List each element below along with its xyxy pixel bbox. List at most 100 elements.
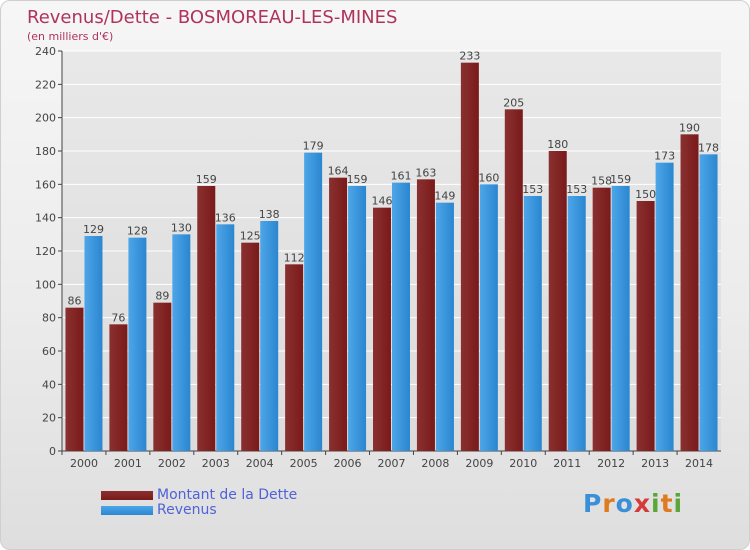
data-label-dette: 158	[591, 175, 612, 188]
legend-swatch-revenus	[101, 506, 153, 515]
bar-dette	[153, 302, 172, 451]
bar-revenus	[392, 182, 410, 451]
y-tick-label: 60	[42, 345, 56, 358]
data-label-dette: 89	[155, 290, 169, 303]
x-tick-label: 2007	[378, 457, 406, 470]
data-label-revenus: 129	[83, 223, 104, 236]
data-label-dette: 164	[328, 165, 349, 178]
logo-letter: x	[633, 489, 651, 518]
legend-label-revenus: Revenus	[157, 502, 217, 518]
logo-letter: r	[602, 489, 616, 518]
x-tick-label: 2010	[509, 457, 537, 470]
y-tick-label: 240	[35, 45, 56, 58]
data-label-revenus: 159	[347, 173, 368, 186]
y-tick-label: 220	[35, 78, 56, 91]
x-tick-label: 2009	[465, 457, 493, 470]
logo-letter: t	[660, 489, 674, 518]
bar-dette	[65, 307, 84, 451]
data-label-dette: 112	[284, 251, 305, 264]
data-label-revenus: 153	[566, 183, 587, 196]
y-tick-label: 180	[35, 145, 56, 158]
data-label-dette: 76	[111, 311, 125, 324]
bar-dette	[241, 242, 260, 451]
data-label-dette: 125	[240, 230, 261, 243]
bar-revenus	[611, 186, 630, 451]
x-tick-label: 2012	[597, 457, 625, 470]
logo-letter: P	[583, 489, 603, 518]
bar-revenus	[216, 224, 235, 451]
y-tick-label: 40	[42, 378, 56, 391]
data-label-dette: 150	[635, 188, 656, 201]
x-tick-label: 2005	[290, 457, 318, 470]
data-label-dette: 180	[547, 138, 568, 151]
bar-revenus	[479, 184, 498, 452]
x-tick-label: 2004	[246, 457, 274, 470]
bar-dette	[460, 62, 479, 452]
bar-revenus	[128, 237, 147, 451]
bar-revenus	[567, 196, 586, 451]
bar-dette	[109, 324, 128, 451]
y-tick-label: 0	[49, 445, 56, 458]
x-tick-label: 2002	[158, 457, 186, 470]
x-tick-label: 2014	[685, 457, 713, 470]
x-tick-label: 2000	[70, 457, 98, 470]
logo-letter: i	[651, 489, 661, 518]
data-label-revenus: 130	[171, 221, 192, 234]
chart-subtitle: (en milliers d'€)	[27, 30, 114, 43]
bar-dette	[548, 151, 567, 451]
data-label-revenus: 161	[391, 170, 412, 183]
bar-dette	[680, 134, 699, 452]
bar-dette	[373, 207, 391, 451]
data-label-dette: 86	[67, 295, 81, 308]
legend-swatch-dette	[101, 491, 153, 500]
x-tick-label: 2006	[334, 457, 362, 470]
data-label-revenus: 179	[303, 140, 324, 153]
bar-revenus	[172, 234, 191, 451]
data-label-revenus: 153	[522, 183, 543, 196]
data-label-revenus: 160	[478, 171, 499, 184]
chart-title: Revenus/Dette - BOSMOREAU-LES-MINES	[27, 7, 398, 28]
data-label-revenus: 138	[259, 208, 280, 221]
data-label-revenus: 149	[434, 190, 455, 203]
logo-letter: i	[673, 489, 684, 518]
logo-letter: o	[615, 489, 634, 518]
data-label-revenus: 136	[215, 211, 236, 224]
data-label-dette: 163	[415, 166, 436, 179]
y-tick-label: 80	[42, 312, 56, 325]
data-label-dette: 233	[459, 50, 480, 63]
bar-dette	[285, 264, 304, 451]
bar-dette	[592, 187, 611, 451]
x-tick-label: 2013	[641, 457, 669, 470]
proxiti-logo: Proxiti	[583, 489, 683, 518]
bar-revenus	[84, 236, 103, 451]
y-tick-label: 160	[35, 178, 56, 191]
data-label-revenus: 128	[127, 225, 148, 238]
bar-revenus	[348, 186, 367, 451]
y-tick-label: 100	[35, 278, 56, 291]
data-label-dette: 146	[372, 195, 393, 208]
y-tick-label: 20	[42, 412, 56, 425]
data-label-revenus: 178	[698, 141, 719, 154]
data-label-revenus: 173	[654, 150, 675, 163]
bar-revenus	[523, 196, 542, 451]
x-tick-label: 2008	[421, 457, 449, 470]
bar-dette	[329, 177, 348, 451]
x-tick-label: 2011	[553, 457, 581, 470]
bar-revenus	[304, 152, 323, 451]
data-label-dette: 190	[679, 121, 700, 134]
bar-revenus	[655, 162, 674, 451]
bar-revenus	[699, 154, 718, 452]
y-tick-label: 140	[35, 212, 56, 225]
bar-dette	[504, 109, 523, 451]
bar-dette	[197, 186, 216, 451]
bar-dette	[636, 201, 655, 451]
x-tick-label: 2001	[114, 457, 142, 470]
bar-revenus	[260, 221, 279, 451]
y-tick-label: 120	[35, 245, 56, 258]
data-label-dette: 205	[503, 96, 524, 109]
bar-dette	[416, 179, 435, 452]
y-tick-label: 200	[35, 112, 56, 125]
legend-label-dette: Montant de la Dette	[157, 487, 298, 503]
